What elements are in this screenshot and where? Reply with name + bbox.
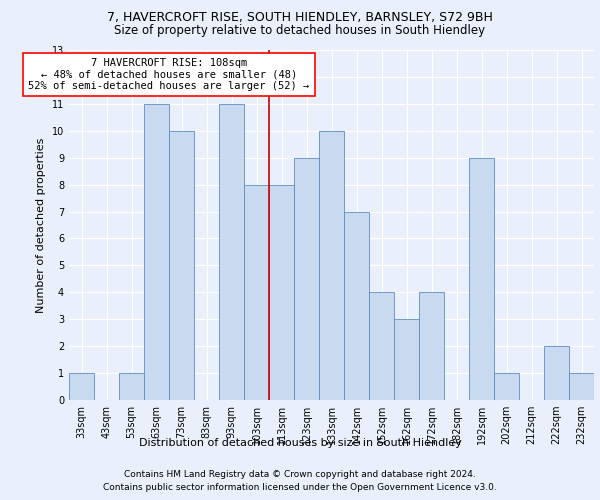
Bar <box>219 104 244 400</box>
Bar <box>544 346 569 400</box>
Text: 7 HAVERCROFT RISE: 108sqm
← 48% of detached houses are smaller (48)
52% of semi-: 7 HAVERCROFT RISE: 108sqm ← 48% of detac… <box>28 58 310 92</box>
Bar <box>319 131 344 400</box>
Text: Size of property relative to detached houses in South Hiendley: Size of property relative to detached ho… <box>115 24 485 37</box>
Bar <box>369 292 394 400</box>
Text: Contains HM Land Registry data © Crown copyright and database right 2024.: Contains HM Land Registry data © Crown c… <box>124 470 476 479</box>
Bar <box>244 184 269 400</box>
Y-axis label: Number of detached properties: Number of detached properties <box>36 138 46 312</box>
Bar <box>419 292 444 400</box>
Bar <box>144 104 169 400</box>
Bar <box>394 319 419 400</box>
Text: Distribution of detached houses by size in South Hiendley: Distribution of detached houses by size … <box>139 438 461 448</box>
Bar <box>269 184 294 400</box>
Text: Contains public sector information licensed under the Open Government Licence v3: Contains public sector information licen… <box>103 482 497 492</box>
Bar <box>469 158 494 400</box>
Text: 7, HAVERCROFT RISE, SOUTH HIENDLEY, BARNSLEY, S72 9BH: 7, HAVERCROFT RISE, SOUTH HIENDLEY, BARN… <box>107 11 493 24</box>
Bar <box>119 373 144 400</box>
Bar <box>69 373 94 400</box>
Bar <box>294 158 319 400</box>
Bar <box>494 373 519 400</box>
Bar <box>169 131 194 400</box>
Bar <box>569 373 594 400</box>
Bar <box>344 212 369 400</box>
